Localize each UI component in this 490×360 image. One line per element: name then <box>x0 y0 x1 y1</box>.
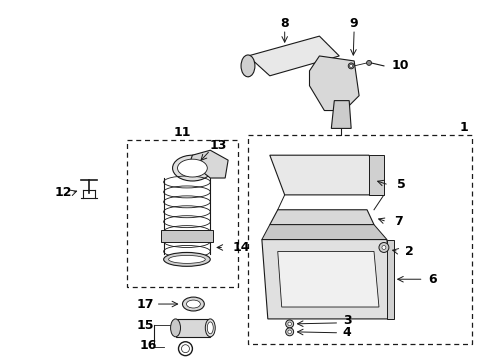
Polygon shape <box>387 239 394 319</box>
Text: 2: 2 <box>405 245 414 258</box>
Text: 8: 8 <box>280 17 289 30</box>
Polygon shape <box>270 210 374 225</box>
Polygon shape <box>248 36 339 76</box>
Circle shape <box>367 60 371 66</box>
Text: 15: 15 <box>137 319 154 332</box>
Ellipse shape <box>182 297 204 311</box>
Circle shape <box>286 320 294 328</box>
Polygon shape <box>369 155 384 195</box>
Circle shape <box>379 243 389 252</box>
Text: 3: 3 <box>343 314 351 327</box>
Text: 10: 10 <box>392 59 409 72</box>
Polygon shape <box>262 239 394 319</box>
Ellipse shape <box>177 159 207 177</box>
Text: 16: 16 <box>140 339 157 352</box>
Ellipse shape <box>171 319 180 337</box>
Text: 14: 14 <box>232 241 249 254</box>
Circle shape <box>382 246 386 249</box>
Ellipse shape <box>205 319 215 337</box>
Text: 1: 1 <box>460 121 468 134</box>
Circle shape <box>288 330 292 334</box>
Polygon shape <box>185 150 228 178</box>
Text: 17: 17 <box>137 297 154 311</box>
Polygon shape <box>278 251 379 307</box>
Text: 9: 9 <box>350 17 359 30</box>
Text: 11: 11 <box>174 126 191 139</box>
Ellipse shape <box>187 300 200 308</box>
Text: 4: 4 <box>343 326 352 339</box>
Polygon shape <box>270 155 384 195</box>
Ellipse shape <box>181 345 190 353</box>
Ellipse shape <box>172 155 212 181</box>
Circle shape <box>350 64 353 67</box>
Ellipse shape <box>241 55 255 77</box>
Bar <box>248 135 472 344</box>
Ellipse shape <box>169 255 205 264</box>
Ellipse shape <box>207 322 213 334</box>
Text: 13: 13 <box>210 139 227 152</box>
Text: 5: 5 <box>397 179 406 192</box>
Bar <box>175 319 210 337</box>
Bar <box>161 230 213 242</box>
Text: 6: 6 <box>429 273 437 286</box>
Circle shape <box>286 328 294 336</box>
Ellipse shape <box>164 252 210 266</box>
Polygon shape <box>262 225 387 239</box>
Polygon shape <box>331 100 351 129</box>
Circle shape <box>348 63 354 69</box>
Circle shape <box>288 322 292 326</box>
Bar <box>127 140 238 287</box>
Text: 12: 12 <box>55 186 72 199</box>
Text: 7: 7 <box>394 215 403 228</box>
Polygon shape <box>310 56 359 111</box>
